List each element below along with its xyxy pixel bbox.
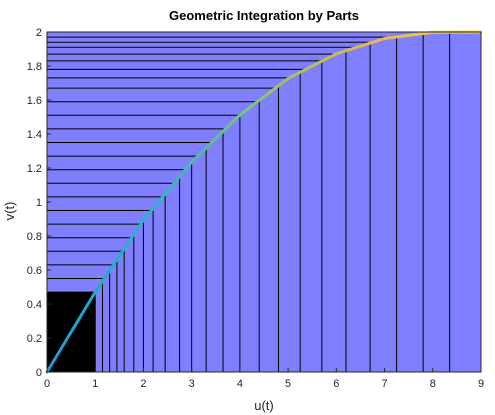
x-tick-label: 0 — [44, 378, 50, 390]
y-tick-label: 0.6 — [27, 265, 42, 277]
y-tick-label: 1.2 — [27, 163, 42, 175]
x-axis-label: u(t) — [254, 398, 274, 413]
x-tick-label: 8 — [430, 378, 436, 390]
y-tick-label: 1.4 — [27, 129, 42, 141]
y-tick-label: 1.8 — [27, 61, 42, 73]
x-tick-label: 4 — [237, 378, 243, 390]
y-tick-label: 0.2 — [27, 333, 42, 345]
y-tick-label: 0.8 — [27, 231, 42, 243]
x-tick-label: 5 — [285, 378, 291, 390]
x-tick-label: 2 — [140, 378, 146, 390]
x-tick-label: 9 — [478, 378, 484, 390]
chart-title: Geometric Integration by Parts — [169, 8, 359, 23]
y-tick-label: 0.4 — [27, 299, 42, 311]
y-tick-label: 2 — [36, 27, 42, 39]
y-axis-label: v(t) — [2, 202, 17, 221]
axis-ticks: 0 1 2 3 4 5 6 7 8 9 0 0.2 0.4 0.6 0.8 1 1.2 1.4 1.6 1.8 2 — [27, 27, 484, 390]
x-tick-label: 3 — [189, 378, 195, 390]
x-tick-label: 6 — [333, 378, 339, 390]
curve-line — [45, 30, 483, 374]
plot-area — [45, 30, 483, 374]
plot-background-fill — [47, 32, 481, 372]
x-tick-label: 7 — [381, 378, 387, 390]
y-tick-label: 0 — [36, 367, 42, 379]
x-tick-label: 1 — [92, 378, 98, 390]
y-tick-label: 1 — [36, 197, 42, 209]
y-tick-label: 1.6 — [27, 95, 42, 107]
